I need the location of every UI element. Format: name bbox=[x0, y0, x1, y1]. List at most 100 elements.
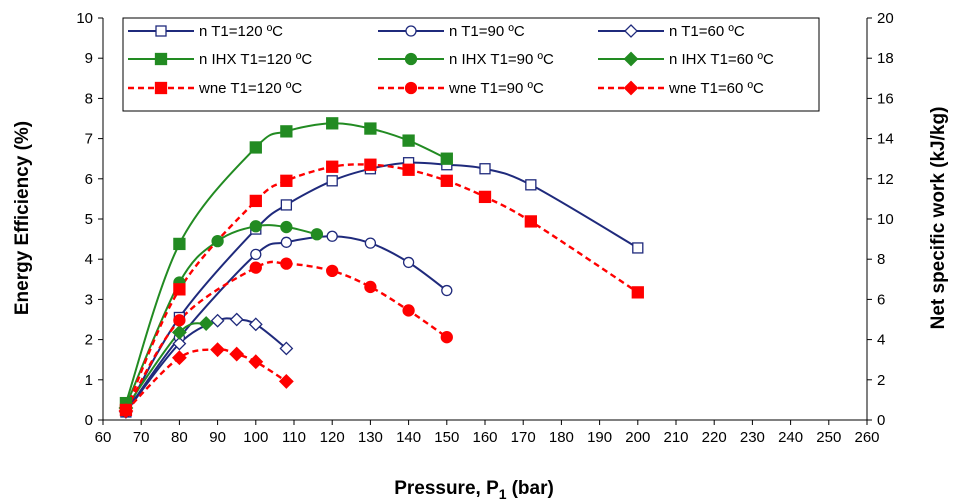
data-point bbox=[326, 175, 338, 187]
legend-swatch-marker bbox=[624, 24, 638, 38]
legend-label: n IHX T1=90 ºC bbox=[449, 51, 554, 68]
data-point bbox=[280, 199, 293, 211]
data-point bbox=[229, 346, 245, 362]
series-markers-1 bbox=[120, 157, 644, 418]
y-tick-label: 3 bbox=[85, 291, 93, 308]
legend-swatch-marker bbox=[623, 51, 639, 67]
data-point bbox=[440, 331, 453, 344]
legend-item: n T1=60 ºC bbox=[598, 23, 745, 40]
y2-tick-label: 12 bbox=[877, 171, 894, 188]
legend-label: wne T1=60 ºC bbox=[668, 80, 764, 97]
data-point bbox=[249, 194, 262, 208]
series-line-9 bbox=[125, 348, 288, 412]
data-point bbox=[280, 257, 293, 270]
data-point bbox=[229, 312, 244, 327]
x-tick-label: 70 bbox=[133, 429, 150, 446]
legend-label: n T1=60 ºC bbox=[669, 23, 745, 40]
data-point bbox=[280, 125, 293, 138]
data-point bbox=[402, 256, 415, 269]
legend-item: n IHX T1=60 ºC bbox=[598, 51, 774, 68]
data-point bbox=[402, 163, 415, 176]
legend-item: wne T1=90 ºC bbox=[378, 80, 544, 97]
legend-swatch-marker bbox=[155, 25, 167, 37]
x-tick-label: 170 bbox=[511, 429, 536, 446]
y2-tick-label: 20 bbox=[877, 10, 894, 27]
legend-label: n IHX T1=60 ºC bbox=[669, 51, 774, 68]
series-lines bbox=[124, 122, 639, 413]
series-markers-4 bbox=[119, 117, 453, 410]
series-markers-8 bbox=[119, 257, 453, 417]
y2-tick-label: 0 bbox=[877, 412, 885, 429]
data-point bbox=[210, 342, 226, 358]
data-point bbox=[310, 228, 324, 241]
y2-tick-label: 8 bbox=[877, 251, 885, 268]
data-point bbox=[440, 174, 453, 187]
y2-tick-label: 2 bbox=[877, 372, 885, 389]
y2-tick-label: 10 bbox=[877, 211, 894, 228]
x-tick-label: 80 bbox=[171, 429, 188, 446]
y2-tick-label: 14 bbox=[877, 131, 894, 148]
data-point bbox=[211, 234, 224, 248]
data-point bbox=[249, 261, 262, 274]
data-point bbox=[402, 304, 415, 317]
legend-box bbox=[122, 17, 820, 112]
data-point bbox=[249, 220, 262, 233]
data-point bbox=[441, 284, 453, 297]
series-markers-9 bbox=[118, 342, 294, 419]
x-tick-label: 60 bbox=[95, 429, 112, 446]
legend-swatch-marker bbox=[404, 81, 418, 95]
y2-tick-label: 16 bbox=[877, 90, 894, 107]
x-tick-label: 210 bbox=[663, 429, 688, 446]
axes bbox=[98, 17, 872, 425]
x-tick-label: 110 bbox=[282, 429, 306, 446]
x-tick-label: 120 bbox=[320, 429, 345, 446]
data-point bbox=[173, 237, 186, 251]
x-tick-label: 250 bbox=[816, 429, 841, 446]
data-point bbox=[198, 316, 214, 331]
x-tick-label: 230 bbox=[740, 429, 765, 446]
legend-item: n T1=90 ºC bbox=[378, 23, 525, 40]
data-point bbox=[478, 190, 492, 204]
y2-tick-label: 4 bbox=[877, 332, 885, 349]
x-tick-label: 180 bbox=[549, 429, 574, 446]
data-point bbox=[173, 283, 186, 296]
data-point bbox=[172, 336, 187, 351]
data-point bbox=[173, 314, 186, 327]
data-point bbox=[171, 324, 187, 340]
x-tick-label: 190 bbox=[587, 429, 612, 446]
y-tick-label: 2 bbox=[85, 332, 93, 349]
y-tick-label: 4 bbox=[85, 251, 93, 268]
data-point bbox=[171, 350, 187, 366]
data-point bbox=[364, 122, 377, 135]
data-point bbox=[364, 280, 377, 294]
series-line-1 bbox=[125, 161, 639, 413]
legend-swatch-marker bbox=[405, 25, 417, 37]
data-point bbox=[326, 264, 339, 278]
x-axis-title: Pressure, P1 (bar) bbox=[394, 478, 554, 501]
legend-label: n T1=90 ºC bbox=[449, 23, 525, 40]
data-point bbox=[280, 220, 293, 234]
data-point bbox=[525, 179, 537, 191]
x-tick-label: 240 bbox=[778, 429, 803, 446]
y-tick-label: 5 bbox=[85, 211, 93, 228]
x-tick-label: 150 bbox=[434, 429, 459, 446]
y2-axis-title: Net specific work (kJ/kg) bbox=[928, 107, 949, 330]
x-tick-label: 220 bbox=[702, 429, 727, 446]
x-tick-label: 90 bbox=[209, 429, 226, 446]
data-point bbox=[440, 152, 453, 165]
legend-label: n IHX T1=120 ºC bbox=[199, 51, 312, 68]
y-axis-title: Energy Efficiency (%) bbox=[12, 121, 33, 315]
legend-label: wne T1=90 ºC bbox=[448, 80, 544, 97]
legend-label: n T1=120 ºC bbox=[199, 23, 283, 40]
legend-item: n T1=120 ºC bbox=[128, 23, 283, 40]
x-axis-title-unit: (bar) bbox=[512, 478, 554, 499]
y-tick-label: 0 bbox=[85, 412, 93, 429]
legend-item: n IHX T1=90 ºC bbox=[378, 51, 554, 68]
legend-swatch-marker bbox=[623, 80, 639, 96]
data-point bbox=[479, 163, 491, 175]
legend-label: wne T1=120 ºC bbox=[198, 80, 302, 97]
y2-tick-label: 6 bbox=[877, 291, 885, 308]
y-tick-label: 10 bbox=[76, 10, 93, 27]
legend-item: wne T1=120 ºC bbox=[128, 80, 302, 97]
data-point bbox=[326, 160, 339, 173]
